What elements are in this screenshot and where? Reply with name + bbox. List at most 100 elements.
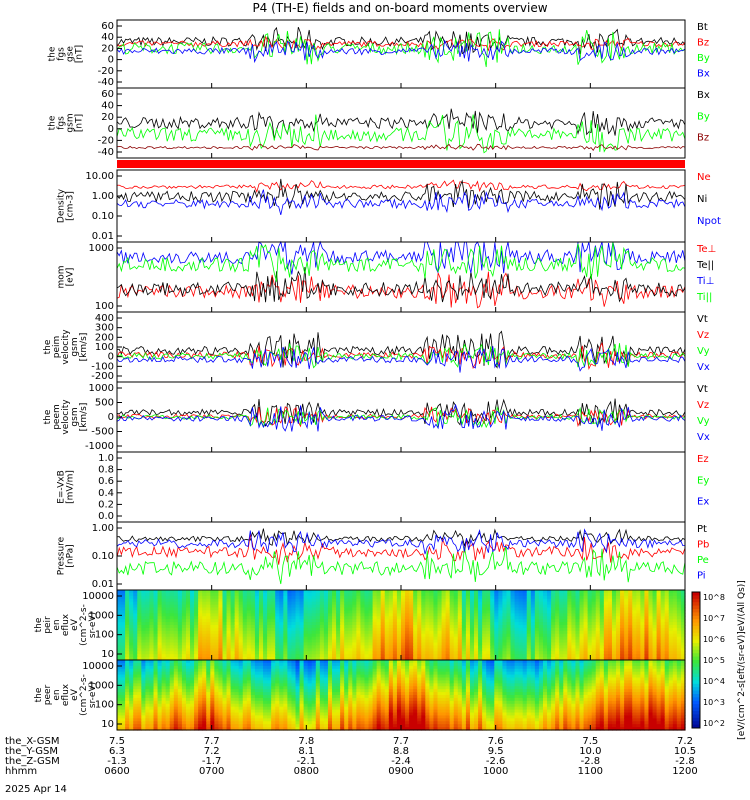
heatmap-cell	[295, 613, 301, 617]
heatmap-cell	[242, 654, 248, 658]
heatmap-cell	[173, 627, 179, 632]
heatmap-cell	[660, 610, 666, 614]
heatmap-cell	[421, 601, 426, 606]
heatmap-cell	[259, 619, 264, 623]
heatmap-cell	[177, 604, 183, 609]
heatmap-cell	[125, 648, 130, 652]
heatmap-cell	[664, 642, 670, 647]
heatmap-cell	[628, 657, 633, 661]
heatmap-cell	[125, 625, 130, 629]
heatmap-cell	[376, 613, 382, 617]
heatmap-cell	[222, 695, 228, 699]
heatmap-cell	[153, 619, 159, 623]
heatmap-cell	[137, 677, 142, 682]
heatmap-cell	[238, 689, 244, 693]
heatmap-cell	[384, 598, 390, 603]
heatmap-cell	[206, 727, 211, 731]
heatmap-cell	[401, 604, 406, 609]
heatmap-cell	[323, 695, 329, 699]
heatmap-cell	[214, 674, 220, 679]
series-line-Pt	[116, 528, 686, 548]
heatmap-cell	[254, 657, 260, 661]
heatmap-cell	[413, 610, 418, 614]
heatmap-cell	[242, 622, 248, 626]
heatmap-cell	[190, 607, 195, 612]
heatmap-cell	[323, 619, 329, 623]
heatmap-cell	[344, 613, 349, 617]
heatmap-cell	[547, 627, 552, 632]
legend-entry: Te||	[696, 260, 714, 271]
heatmap-cell	[563, 630, 568, 635]
heatmap-cell	[405, 642, 410, 647]
heatmap-cell	[315, 677, 321, 682]
heatmap-cell	[611, 601, 617, 606]
heatmap-cell	[177, 709, 183, 714]
heatmap-cell	[311, 683, 317, 687]
heatmap-cell	[388, 607, 394, 612]
heatmap-cell	[169, 598, 175, 603]
heatmap-cell	[153, 715, 159, 719]
heatmap-cell	[121, 636, 126, 641]
heatmap-cell	[259, 695, 264, 699]
heatmap-cell	[259, 697, 264, 702]
heatmap-cell	[194, 633, 199, 638]
heatmap-cell	[636, 630, 641, 635]
heatmap-cell	[644, 636, 650, 641]
heatmap-cell	[652, 645, 658, 649]
heatmap-cell	[656, 592, 662, 597]
heatmap-cell	[368, 648, 374, 652]
heatmap-cell	[214, 630, 220, 635]
heatmap-cell	[129, 715, 134, 719]
heatmap-cell	[299, 718, 305, 722]
heatmap-cell	[198, 671, 203, 676]
heatmap-cell	[396, 625, 402, 629]
heatmap-cell	[161, 724, 167, 728]
heatmap-cell	[315, 622, 321, 626]
heatmap-cell	[169, 648, 175, 652]
heatmap-cell	[421, 613, 426, 617]
heatmap-cell	[194, 718, 199, 722]
heatmap-cell	[616, 622, 621, 626]
heatmap-cell	[559, 598, 564, 603]
heatmap-cell	[149, 665, 155, 670]
heatmap-cell	[360, 619, 366, 623]
heatmap-cell	[323, 686, 329, 690]
heatmap-cell	[121, 668, 126, 673]
heatmap-cell	[169, 613, 175, 617]
heatmap-cell	[611, 627, 617, 632]
heatmap-cell	[190, 712, 195, 717]
heatmap-cell	[433, 619, 439, 623]
heatmap-cell	[575, 639, 581, 644]
heatmap-cell	[153, 642, 159, 647]
heatmap-cell	[664, 639, 670, 644]
heatmap-cell	[498, 595, 504, 600]
heatmap-cell	[246, 645, 252, 649]
heatmap-cell	[405, 607, 410, 612]
heatmap-cell	[157, 712, 163, 717]
heatmap-cell	[263, 636, 268, 641]
heatmap-cell	[344, 674, 349, 679]
heatmap-cell	[624, 625, 629, 629]
heatmap-cell	[603, 639, 609, 644]
y-tick-label: 0	[108, 124, 114, 135]
heatmap-cell	[117, 598, 122, 603]
heatmap-cell	[441, 616, 447, 620]
heatmap-cell	[380, 590, 386, 594]
heatmap-cell	[494, 630, 499, 635]
heatmap-cell	[392, 604, 398, 609]
heatmap-cell	[267, 616, 272, 620]
legend-entry: Vt	[697, 384, 708, 395]
heatmap-cell	[222, 721, 228, 725]
heatmap-cell	[392, 648, 398, 652]
heatmap-cell	[433, 613, 439, 617]
heatmap-cell	[595, 601, 601, 606]
heatmap-cell	[238, 616, 244, 620]
heatmap-cell	[652, 601, 658, 606]
heatmap-cell	[133, 619, 138, 623]
heatmap-cell	[181, 686, 187, 690]
heatmap-cell	[344, 610, 349, 614]
heatmap-cell	[376, 625, 382, 629]
heatmap-cell	[498, 642, 504, 647]
heatmap-cell	[319, 660, 325, 664]
